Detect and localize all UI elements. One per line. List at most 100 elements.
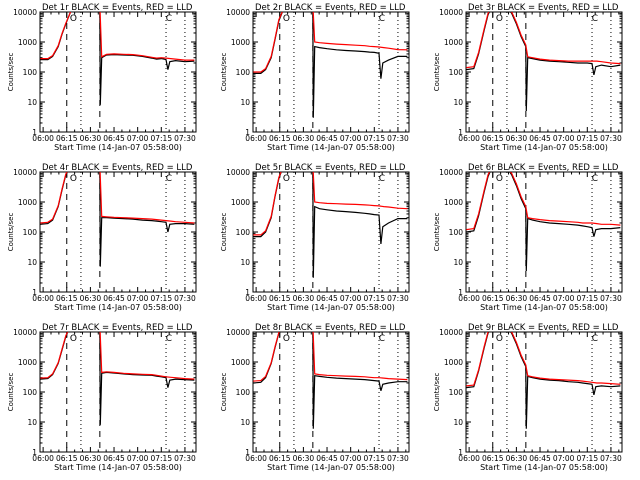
x-tick-label: 07:15 (363, 134, 385, 143)
x-tick-label: 07:30 (600, 294, 622, 303)
y-axis-label: Counts/sec (433, 53, 441, 92)
x-tick-label: 06:30 (293, 134, 315, 143)
panel-title: Det 5r BLACK = Events, RED = LLD (255, 163, 406, 173)
detector-panel: Det 4r BLACK = Events, RED = LLD 1 10 100 10… (7, 163, 197, 312)
y-tick-label: 1000 (231, 358, 250, 367)
plot-frame (465, 171, 623, 293)
x-tick-label: 06:30 (80, 134, 102, 143)
x-tick-label: 07:15 (363, 294, 385, 303)
x-tick-label: 06:15 (269, 134, 291, 143)
flag-marker: O (70, 14, 77, 24)
x-tick-label: 07:00 (340, 294, 362, 303)
y-tick-label: 100 (236, 388, 251, 397)
y-tick-label: 10000 (226, 328, 250, 337)
x-tick-label: 06:30 (293, 454, 315, 463)
y-axis-label: Counts/sec (220, 53, 228, 92)
x-axis-label: Start Time (14-Jan-07 05:58:00) (54, 143, 182, 152)
x-tick-label: 06:45 (316, 294, 338, 303)
x-tick-label: 06:45 (529, 134, 551, 143)
lld-series-line (253, 332, 408, 382)
plot-frame (465, 11, 623, 133)
x-tick-label: 06:00 (32, 454, 54, 463)
x-tick-label: 06:00 (458, 454, 480, 463)
y-tick-label: 1000 (231, 198, 250, 207)
x-tick-label: 07:15 (576, 294, 598, 303)
plot-frame (465, 331, 623, 453)
x-axis-label: Start Time (14-Jan-07 05:58:00) (54, 463, 182, 472)
y-tick-label: 100 (23, 228, 38, 237)
flag-marker: C (379, 174, 385, 184)
panel-title: Det 2r BLACK = Events, RED = LLD (255, 3, 406, 13)
x-tick-label: 06:30 (80, 454, 102, 463)
x-tick-label: 06:15 (56, 454, 78, 463)
detector-panel: Det 3r BLACK = Events, RED = LLD 1 10 100 10… (433, 3, 623, 152)
y-tick-label: 10000 (13, 328, 37, 337)
y-axis-label: Counts/sec (433, 213, 441, 252)
flag-marker: O (283, 334, 290, 344)
flag-marker: O (283, 174, 290, 184)
x-tick-label: 07:30 (174, 454, 196, 463)
plot-frame (39, 331, 197, 453)
y-tick-label: 10 (453, 258, 463, 267)
y-tick-label: 1000 (18, 198, 37, 207)
x-tick-label: 06:45 (529, 454, 551, 463)
flag-marker: C (592, 14, 598, 24)
x-tick-label: 07:00 (553, 134, 575, 143)
x-tick-label: 07:30 (600, 134, 622, 143)
x-tick-label: 07:15 (576, 454, 598, 463)
x-tick-label: 06:00 (458, 134, 480, 143)
lld-series-line (253, 172, 408, 236)
x-tick-label: 07:30 (600, 454, 622, 463)
detector-panel: Det 9r BLACK = Events, RED = LLD 1 10 100 10… (433, 323, 623, 472)
x-axis-label: Start Time (14-Jan-07 05:58:00) (480, 463, 608, 472)
detector-panel: Det 7r BLACK = Events, RED = LLD 1 10 100 10… (7, 323, 197, 472)
x-tick-label: 06:15 (56, 294, 78, 303)
x-tick-label: 07:15 (363, 454, 385, 463)
y-tick-label: 1000 (444, 38, 463, 47)
x-tick-label: 06:30 (506, 134, 528, 143)
y-tick-label: 10000 (439, 328, 463, 337)
y-tick-label: 1000 (231, 38, 250, 47)
panel-title: Det 3r BLACK = Events, RED = LLD (468, 3, 619, 13)
y-tick-label: 100 (236, 68, 251, 77)
detector-panel: Det 6r BLACK = Events, RED = LLD 1 10 100 10… (433, 163, 623, 312)
flag-marker: O (496, 174, 503, 184)
x-tick-label: 06:15 (482, 454, 504, 463)
x-tick-label: 06:00 (458, 294, 480, 303)
y-tick-label: 1000 (444, 198, 463, 207)
y-tick-label: 10000 (13, 168, 37, 177)
y-axis-label: Counts/sec (220, 373, 228, 412)
x-axis-label: Start Time (14-Jan-07 05:58:00) (267, 143, 395, 152)
y-axis-label: Counts/sec (7, 373, 15, 412)
x-tick-label: 06:15 (482, 134, 504, 143)
y-tick-label: 1 (458, 288, 463, 297)
y-tick-label: 10 (240, 418, 250, 427)
flag-marker: O (70, 334, 77, 344)
x-tick-label: 07:00 (340, 454, 362, 463)
y-tick-label: 1 (458, 448, 463, 457)
x-tick-label: 06:45 (529, 294, 551, 303)
x-tick-label: 07:00 (127, 294, 149, 303)
x-tick-label: 06:00 (245, 294, 267, 303)
y-tick-label: 1 (32, 128, 37, 137)
flag-marker: O (70, 174, 77, 184)
flag-marker: C (166, 334, 172, 344)
flag-marker: C (379, 14, 385, 24)
y-tick-label: 100 (449, 68, 464, 77)
x-tick-label: 06:45 (103, 294, 125, 303)
x-tick-label: 07:00 (127, 134, 149, 143)
x-tick-label: 06:00 (245, 454, 267, 463)
x-tick-label: 07:30 (387, 134, 409, 143)
x-tick-label: 06:45 (316, 134, 338, 143)
x-tick-label: 06:30 (293, 294, 315, 303)
x-axis-label: Start Time (14-Jan-07 05:58:00) (54, 303, 182, 312)
events-series-line (466, 172, 621, 272)
x-axis-label: Start Time (14-Jan-07 05:58:00) (267, 303, 395, 312)
lld-series-line (40, 332, 195, 380)
x-tick-label: 06:15 (482, 294, 504, 303)
y-tick-label: 1000 (18, 38, 37, 47)
x-tick-label: 07:00 (340, 134, 362, 143)
events-series-line (466, 12, 621, 112)
lld-series-line (466, 332, 621, 387)
y-tick-label: 1 (32, 448, 37, 457)
